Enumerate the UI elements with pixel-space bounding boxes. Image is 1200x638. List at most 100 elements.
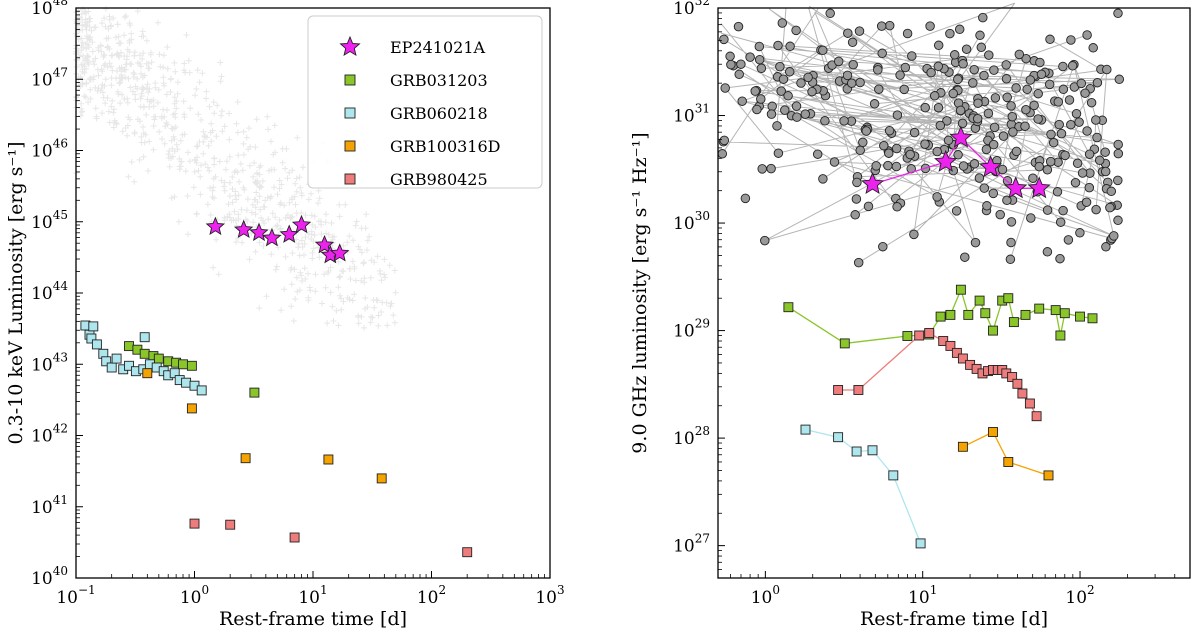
background-radio-point (932, 146, 942, 157)
point-ep241021a (860, 172, 885, 195)
background-radio-point (945, 28, 955, 39)
series-grb060218 (800, 424, 926, 549)
background-radio-point (850, 210, 860, 220)
background-radio-point (1034, 161, 1044, 172)
background-radio-point (756, 63, 767, 74)
background-radio-point (869, 99, 880, 109)
left-xtick-label: 100 (180, 583, 209, 608)
background-radio-point (1070, 177, 1081, 188)
background-radio-point (997, 164, 1008, 175)
background-radio-point (1102, 64, 1112, 75)
background-radio-point (933, 102, 944, 113)
background-radio-point (948, 88, 958, 99)
point-grb060218 (196, 385, 207, 396)
background-radio-point (1082, 30, 1092, 40)
background-radio-point (1072, 158, 1083, 169)
background-radio-point (855, 145, 865, 156)
background-radio-point (969, 159, 980, 169)
background-radio-point (883, 160, 893, 171)
background-radio-point (1114, 74, 1125, 85)
background-radio-point (1001, 60, 1011, 70)
background-crosses-left (73, 5, 399, 331)
background-radio-point (1026, 213, 1036, 223)
background-radio-point (1006, 217, 1017, 227)
background-radio-point (851, 194, 862, 204)
series-grb031203 (783, 284, 1098, 349)
legend-label-ep241021a: EP241021A (390, 38, 486, 57)
background-radio-point (775, 61, 785, 72)
point-grb100316d (186, 403, 197, 414)
right-ytick-label: 1027 (673, 532, 710, 557)
point-ep241021a (978, 155, 1003, 178)
point-grb980425 (1017, 388, 1028, 399)
background-radio-point (892, 202, 902, 212)
background-radio-point (1053, 97, 1064, 107)
point-grb031203 (955, 284, 966, 295)
background-radio-point (1022, 84, 1032, 95)
background-population-right (717, 2, 1125, 268)
left-ticks: 10−1 100 101 102 103 1040 1041 1042 1043 1044 1045… (31, 0, 565, 608)
background-radio-point (791, 25, 801, 36)
point-grb031203 (124, 341, 134, 352)
background-radio-point (935, 120, 946, 131)
background-radio-point (1105, 202, 1115, 213)
background-radio-point (1058, 84, 1069, 95)
point-grb980425 (1024, 398, 1035, 409)
background-radio-point (854, 26, 865, 36)
point-grb060218 (88, 321, 99, 332)
left-ytick-label: 1045 (31, 208, 68, 233)
background-radio-point (958, 59, 968, 69)
legend-label-grb100316d: GRB100316D (390, 137, 501, 156)
background-radio-point (1036, 69, 1047, 80)
background-radio-point (984, 50, 994, 60)
point-grb031203 (1020, 309, 1031, 320)
background-radio-point (1075, 228, 1085, 238)
point-ep241021a (934, 149, 958, 172)
point-ep241021a (314, 234, 335, 254)
series-grb980425 (833, 328, 1042, 422)
background-radio-point (933, 61, 944, 72)
background-radio-point (733, 21, 744, 32)
background-radio-point (902, 28, 913, 39)
background-radio-point (879, 140, 889, 151)
point-ep241021a (1004, 176, 1028, 199)
background-radio-point (1084, 182, 1095, 193)
point-ep241021a (329, 243, 350, 262)
point-grb980425 (957, 353, 968, 364)
background-radio-point (756, 94, 766, 104)
background-radio-point (1042, 247, 1053, 257)
series-grb060218 (80, 320, 207, 396)
right-xtick-label: 101 (908, 583, 937, 608)
background-radio-point (1006, 237, 1016, 248)
point-grb031203 (1059, 308, 1070, 319)
point-grb031203 (1087, 313, 1098, 324)
left-y-axis-label: 0.3-10 keV Luminosity [erg s⁻¹] (5, 142, 27, 445)
background-radio-point (1058, 61, 1068, 72)
background-radio-point (796, 78, 806, 88)
background-cloud-left (73, 5, 399, 331)
background-radio-point (1021, 53, 1031, 64)
background-radio-point (958, 161, 969, 171)
background-radio-point (760, 235, 770, 246)
background-radio-point (988, 188, 999, 199)
background-radio-point (1045, 156, 1056, 167)
right-ytick-label: 1028 (673, 424, 710, 449)
background-radio-point (1101, 242, 1111, 252)
background-radio-point (1074, 117, 1084, 127)
series-grb980425 (189, 518, 473, 558)
background-radio-point (726, 59, 736, 70)
point-grb980425 (189, 518, 200, 529)
right-y-axis-label: 9.0 GHz luminosity [erg s⁻¹ Hz⁻¹] (629, 132, 651, 453)
background-radio-point (842, 70, 853, 81)
background-radio-point (884, 125, 895, 136)
left-xtick-label: 10−1 (56, 583, 95, 608)
background-radio-point (1007, 111, 1018, 122)
point-ep241021a (249, 222, 269, 242)
background-radio-point (1042, 205, 1053, 215)
background-radio-point (803, 72, 813, 83)
background-radio-point (1055, 253, 1065, 264)
background-radio-point (895, 70, 905, 80)
point-grb031203 (935, 311, 946, 322)
background-radio-point (1091, 115, 1101, 125)
point-grb060218 (124, 360, 134, 371)
